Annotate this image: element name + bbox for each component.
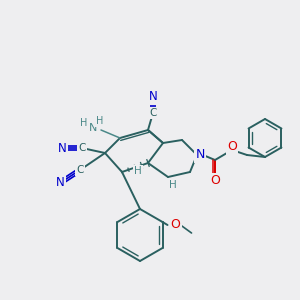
Text: O: O xyxy=(227,140,237,154)
Text: N: N xyxy=(58,142,66,154)
Text: N: N xyxy=(56,176,64,190)
Text: N: N xyxy=(195,148,205,161)
Text: H: H xyxy=(169,180,177,190)
Text: H: H xyxy=(134,166,142,176)
Text: H: H xyxy=(96,116,104,126)
Text: C: C xyxy=(149,108,157,118)
Text: N: N xyxy=(148,91,158,103)
Text: O: O xyxy=(171,218,181,232)
Text: C: C xyxy=(76,165,84,175)
Text: O: O xyxy=(210,175,220,188)
Text: H: H xyxy=(80,118,88,128)
Text: N: N xyxy=(89,123,97,133)
Text: C: C xyxy=(78,143,86,153)
